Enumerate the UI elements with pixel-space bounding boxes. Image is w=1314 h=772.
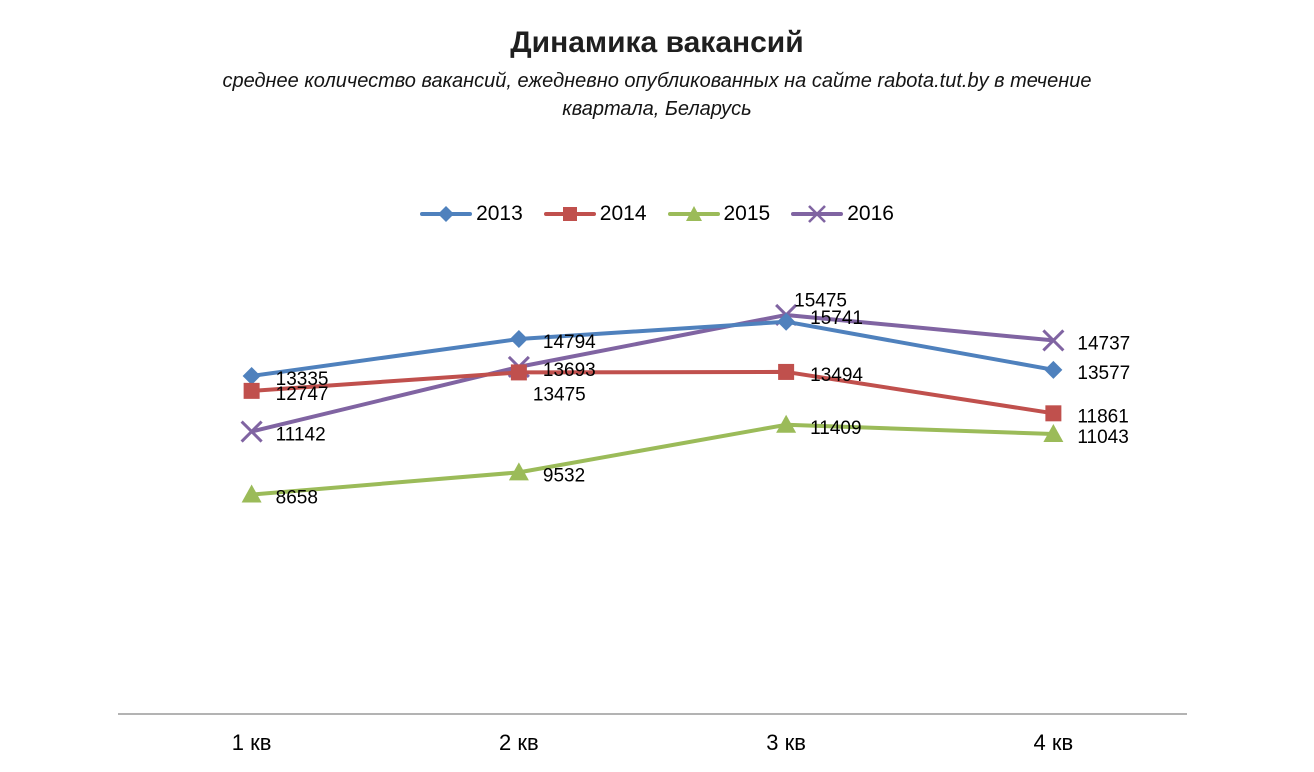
x-axis-label-3: 4 кв: [1034, 730, 1074, 755]
legend-square-icon: [543, 207, 596, 221]
legend-item-2014: 2014: [543, 202, 647, 226]
chart-legend: 2013 2014 2015 2016: [0, 202, 1314, 226]
series-2013-diamond-marker-2: [777, 312, 796, 331]
data-label-2015-1 кв: 8658: [276, 488, 318, 509]
legend-item-2015: 2015: [667, 202, 771, 226]
data-label-2015-2 кв: 9532: [543, 465, 585, 486]
series-2015-triangle-marker-2: [776, 414, 797, 433]
legend-item-2016: 2016: [791, 202, 894, 226]
legend-label: 2013: [476, 202, 523, 225]
data-label-2016-1 кв: 11142: [276, 425, 326, 446]
data-label-2015-3 кв: 11409: [810, 418, 861, 439]
data-label-2016-3 кв: 15741: [810, 308, 863, 329]
x-axis-label-2: 3 кв: [766, 730, 806, 755]
data-label-2014-1 кв: 12747: [276, 384, 329, 405]
data-label-2014-2 кв: 13475: [533, 384, 586, 405]
legend-x-icon: [791, 205, 844, 223]
series-2015-triangle-marker-1: [508, 462, 529, 481]
x-axis-label-1: 2 кв: [499, 730, 539, 755]
chart-subtitle: среднее количество вакансий, ежедневно о…: [222, 70, 1092, 120]
legend-triangle-icon: [667, 206, 720, 221]
legend-label: 2015: [723, 202, 771, 225]
data-label-2016-4 кв: 14737: [1077, 333, 1130, 354]
series-2014-line: [249, 369, 1056, 416]
data-label-2013-4 кв: 13577: [1077, 363, 1130, 384]
series-2015-triangle-marker-3: [1043, 424, 1064, 443]
chart-title: Динамика вакансий: [510, 26, 804, 59]
legend-label: 2016: [847, 202, 894, 225]
series-2014-square-marker-3: [1045, 405, 1062, 422]
series-2015-triangle-marker-0: [241, 484, 262, 503]
series-2013-diamond-marker-3: [1044, 360, 1063, 379]
series-2013-diamond-marker-0: [242, 366, 261, 385]
data-label-2014-4 кв: 11861: [1077, 406, 1128, 427]
data-label-2013-2 кв: 14794: [543, 332, 596, 353]
x-axis-label-0: 1 кв: [232, 730, 272, 755]
data-label-2014-3 кв: 13494: [810, 365, 863, 386]
series-2016-line: [249, 312, 1056, 434]
legend-item-2013: 2013: [420, 202, 523, 226]
series-2014-square-marker-2: [778, 363, 795, 380]
data-label-2016-2 кв: 13693: [543, 360, 596, 381]
legend-diamond-icon: [420, 206, 473, 222]
series-2016-x-marker-0: [240, 420, 263, 443]
data-label-2013-1 кв: 13335: [276, 369, 329, 390]
series-2014-square-marker-0: [243, 382, 260, 399]
series-2013-diamond-marker-1: [509, 329, 528, 348]
data-label-2013-3 кв: 15475: [794, 291, 847, 312]
series-2016-x-marker-3: [1042, 329, 1065, 352]
legend-label: 2014: [599, 202, 647, 225]
data-label-2015-4 кв: 11043: [1077, 427, 1128, 448]
series-2013-line: [249, 319, 1056, 378]
series-2015-line: [249, 422, 1056, 497]
series-2014-square-marker-1: [510, 364, 527, 381]
